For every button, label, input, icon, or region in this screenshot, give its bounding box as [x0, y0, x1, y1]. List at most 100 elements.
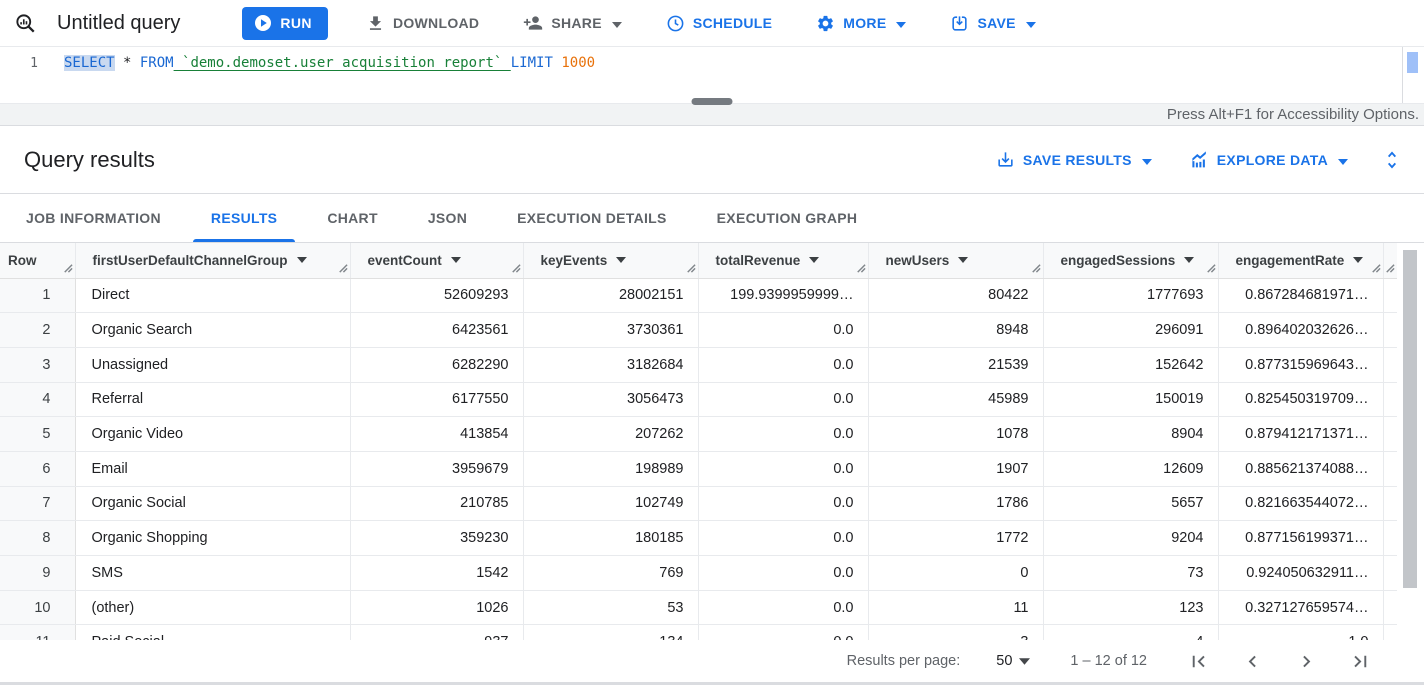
tab-chart[interactable]: CHART [327, 210, 378, 226]
last-page-button[interactable] [1349, 650, 1372, 673]
clipped-cell [1383, 278, 1398, 314]
column-menu-icon[interactable] [616, 257, 627, 264]
sql-editor[interactable]: 1 SELECT * FROM `demo.demoset.user_acqui… [0, 47, 1424, 103]
column-resize-grip-icon[interactable] [1370, 261, 1381, 276]
column-resize-grip-icon[interactable] [685, 261, 696, 276]
clipped-cell [1383, 520, 1398, 556]
data-cell: 0.0 [698, 624, 869, 640]
data-cell: 102749 [523, 486, 699, 522]
column-resize-grip-icon[interactable] [62, 261, 73, 276]
data-cell: 0.327127659574… [1218, 590, 1384, 626]
data-cell: 1777693 [1043, 278, 1219, 314]
column-menu-icon[interactable] [1353, 257, 1364, 264]
column-menu-icon[interactable] [809, 257, 820, 264]
data-cell: 52609293 [350, 278, 524, 314]
run-button[interactable]: RUN [242, 6, 328, 40]
table-row: 3 Unassigned 6282290 3182684 0.0 21539 152642 0… [0, 347, 1398, 383]
data-cell: 0.0 [698, 520, 869, 556]
previous-page-button[interactable] [1241, 650, 1264, 673]
table-row: 6 Email 3959679 198989 0.0 1907 12609 0.8856213… [0, 451, 1398, 487]
editor-scrollbar[interactable] [1402, 47, 1424, 103]
tab-json[interactable]: JSON [427, 210, 468, 226]
collapse-results-button[interactable] [1382, 149, 1402, 171]
column-header-newUsers[interactable]: newUsers [868, 243, 1044, 279]
save-results-button[interactable]: SAVE RESULTS [996, 150, 1152, 169]
tab-results[interactable]: RESULTS [192, 194, 296, 242]
data-cell: 0.821663544072… [1218, 486, 1384, 522]
column-resize-grip-icon[interactable] [1030, 261, 1041, 276]
schedule-button[interactable]: SCHEDULE [666, 14, 772, 33]
chevron-down-icon [1141, 152, 1152, 168]
data-cell: 152642 [1043, 347, 1219, 383]
clipped-cell [1383, 555, 1398, 591]
save-button[interactable]: SAVE [950, 14, 1036, 33]
column-header-keyEvents[interactable]: keyEvents [523, 243, 699, 279]
pagination-bar: Results per page: 50 1 – 12 of 12 [0, 640, 1424, 682]
data-cell: 1.0 [1218, 624, 1384, 640]
data-cell: 0.0 [698, 382, 869, 418]
person-add-icon [523, 13, 543, 33]
column-menu-icon[interactable] [296, 257, 307, 264]
data-cell: 11 [868, 590, 1044, 626]
table-scrollbar[interactable] [1397, 243, 1424, 640]
table-row: 4 Referral 6177550 3056473 0.0 45989 150019 0.8… [0, 382, 1398, 418]
clipped-cell [1383, 451, 1398, 487]
data-cell: 80422 [868, 278, 1044, 314]
first-page-button[interactable] [1187, 650, 1210, 673]
column-resize-grip-icon[interactable] [1384, 261, 1395, 276]
next-page-button[interactable] [1295, 650, 1318, 673]
tab-execution-details[interactable]: EXECUTION DETAILS [517, 210, 667, 226]
query-results-title: Query results [24, 146, 155, 172]
splitter-drag-handle[interactable] [691, 98, 733, 105]
column-menu-icon[interactable] [1184, 257, 1195, 264]
column-label: firstUserDefaultChannelGroup [92, 252, 288, 268]
page-size-select[interactable]: 50 [996, 653, 1031, 669]
data-cell: 199.9399959999… [698, 278, 869, 314]
column-header-totalRevenue[interactable]: totalRevenue [698, 243, 869, 279]
data-cell: 0.825450319709… [1218, 382, 1384, 418]
column-resize-grip-icon[interactable] [337, 261, 348, 276]
column-menu-icon[interactable] [958, 257, 969, 264]
explore-data-button[interactable]: EXPLORE DATA [1190, 150, 1348, 169]
data-cell: 1078 [868, 416, 1044, 452]
column-resize-grip-icon[interactable] [510, 261, 521, 276]
download-button[interactable]: DOWNLOAD [366, 14, 479, 33]
tab-job-information[interactable]: JOB INFORMATION [26, 210, 161, 226]
download-icon [366, 14, 385, 33]
data-cell: 4 [1043, 624, 1219, 640]
column-header-eventCount[interactable]: eventCount [350, 243, 524, 279]
column-header-engagementRate[interactable]: engagementRate [1218, 243, 1384, 279]
row-number-cell: 2 [0, 312, 76, 348]
data-cell: 0.0 [698, 555, 869, 591]
editor-status-strip: Press Alt+F1 for Accessibility Options. [0, 98, 1424, 126]
data-cell: 0.877156199371… [1218, 520, 1384, 556]
data-cell: 1907 [868, 451, 1044, 487]
data-cell: 180185 [523, 520, 699, 556]
data-cell: 1786 [868, 486, 1044, 522]
column-header-engagedSessions[interactable]: engagedSessions [1043, 243, 1219, 279]
row-number-cell: 9 [0, 555, 76, 591]
data-cell: 937 [350, 624, 524, 640]
share-button[interactable]: SHARE [523, 13, 622, 33]
column-menu-icon[interactable] [450, 257, 461, 264]
sql-keyword-from: FROM [139, 55, 174, 71]
data-cell: 207262 [523, 416, 699, 452]
clipped-cell [1383, 347, 1398, 383]
chevron-down-icon [1019, 657, 1031, 665]
sql-code-line[interactable]: SELECT * FROM `demo.demoset.user_acquisi… [64, 55, 596, 71]
data-cell: 21539 [868, 347, 1044, 383]
column-label: keyEvents [540, 252, 608, 268]
data-cell: 1542 [350, 555, 524, 591]
editor-scrollbar-thumb[interactable] [1407, 52, 1418, 73]
data-cell: 769 [523, 555, 699, 591]
row-number-cell: 1 [0, 278, 76, 314]
data-cell: 3730361 [523, 312, 699, 348]
row-number-cell: 3 [0, 347, 76, 383]
chart-insights-icon [1190, 150, 1209, 169]
column-header-firstUserDefaultChannelGroup[interactable]: firstUserDefaultChannelGroup [75, 243, 351, 279]
tab-execution-graph[interactable]: EXECUTION GRAPH [716, 210, 858, 226]
table-scrollbar-thumb[interactable] [1403, 250, 1417, 588]
column-resize-grip-icon[interactable] [855, 261, 866, 276]
column-resize-grip-icon[interactable] [1205, 261, 1216, 276]
more-button[interactable]: MORE [816, 14, 907, 33]
